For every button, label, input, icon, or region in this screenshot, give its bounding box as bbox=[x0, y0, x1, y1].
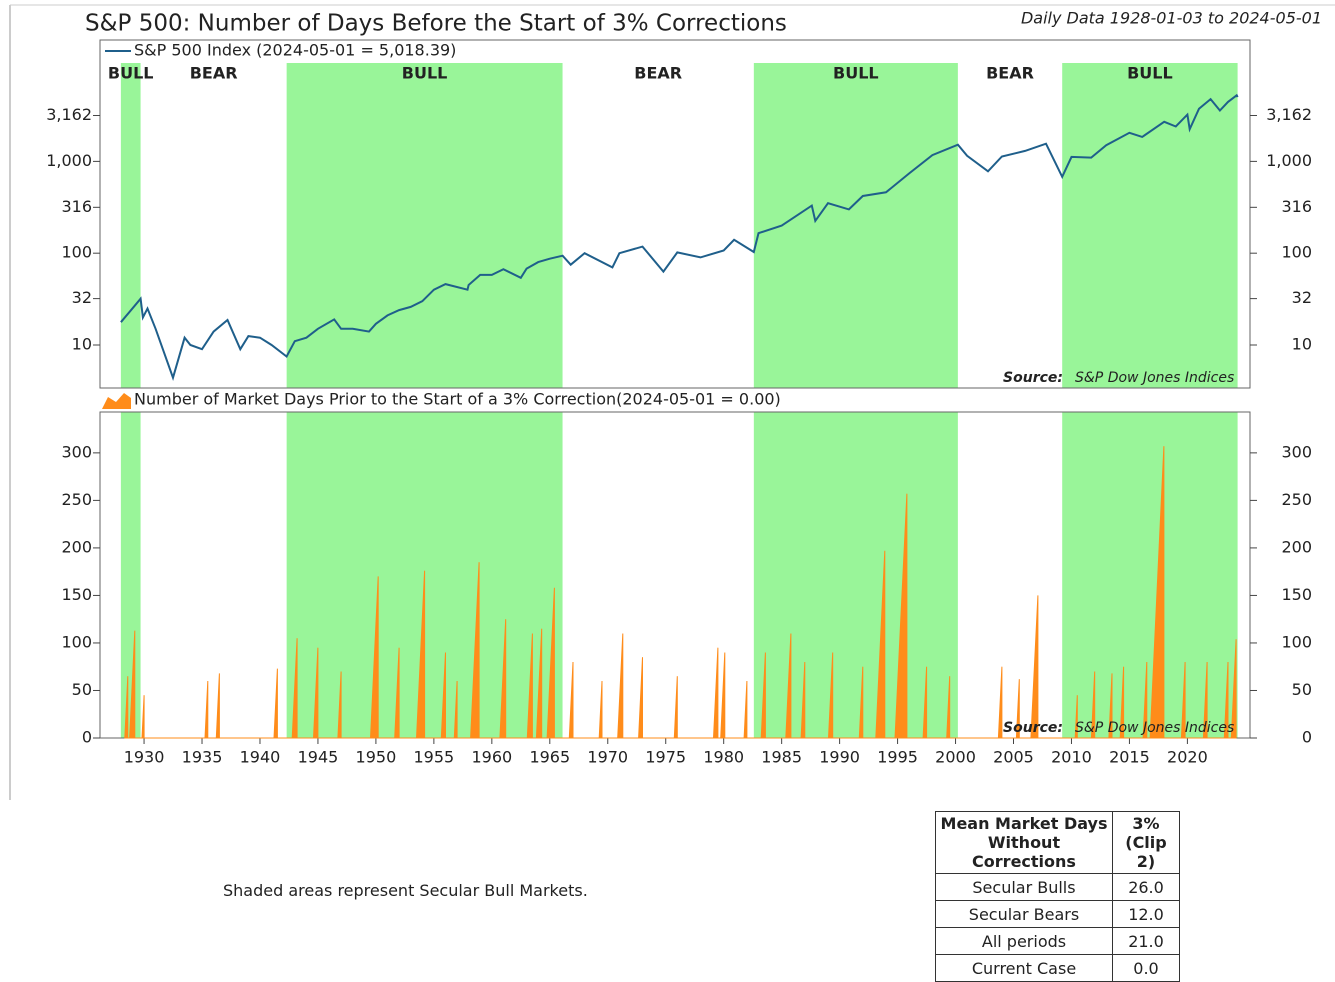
y-tick-label: 200 bbox=[61, 537, 92, 556]
regime-label: BULL bbox=[402, 64, 448, 83]
table-row: Secular Bulls 26.0 bbox=[935, 873, 1180, 901]
table-cell: All periods bbox=[935, 927, 1113, 955]
table-row: All periods 21.0 bbox=[935, 927, 1180, 955]
legend-swatch bbox=[102, 393, 131, 409]
y-tick-label: 1,000 bbox=[1266, 151, 1312, 170]
y-tick-label: 3,162 bbox=[1266, 105, 1312, 124]
y-tick-label: 100 bbox=[1281, 632, 1312, 651]
y-tick-label: 10 bbox=[72, 334, 92, 353]
x-tick-label: 1970 bbox=[587, 748, 628, 767]
y-tick-label: 0 bbox=[82, 728, 92, 747]
x-tick-label: 1935 bbox=[182, 748, 223, 767]
source: S&P Dow Jones Indices bbox=[1075, 370, 1234, 386]
bull-region bbox=[1062, 63, 1238, 388]
bull-region bbox=[120, 63, 141, 388]
table-header: Mean Market Days Without Corrections 3% … bbox=[935, 811, 1180, 874]
y-tick-label: 10 bbox=[1292, 334, 1312, 353]
y-tick-label: 1,000 bbox=[46, 151, 92, 170]
bull-region bbox=[753, 63, 958, 388]
table-cell: Secular Bears bbox=[935, 900, 1113, 928]
x-tick-label: 1930 bbox=[124, 748, 165, 767]
x-tick-label: 1940 bbox=[240, 748, 281, 767]
regime-label: BULL bbox=[108, 64, 154, 83]
x-tick-label: 1945 bbox=[298, 748, 339, 767]
x-tick-label: 1995 bbox=[877, 748, 918, 767]
x-tick-label: 1950 bbox=[356, 748, 397, 767]
chart: S&P 500: Number of Days Before the Start… bbox=[9, 4, 1335, 800]
regime-label: BEAR bbox=[190, 64, 238, 83]
x-tick-label: 1980 bbox=[703, 748, 744, 767]
plot-frame bbox=[99, 39, 1251, 389]
source: S&P Dow Jones Indices bbox=[1075, 720, 1234, 736]
x-tick-label: 2020 bbox=[1167, 748, 1208, 767]
bull-region bbox=[1062, 412, 1238, 738]
x-tick-label: 1955 bbox=[414, 748, 455, 767]
table-cell: Secular Bulls bbox=[935, 873, 1113, 901]
bull-region bbox=[120, 412, 141, 738]
x-tick-label: 1960 bbox=[471, 748, 512, 767]
y-tick-label: 150 bbox=[1281, 585, 1312, 604]
y-tick-label: 50 bbox=[72, 680, 92, 699]
y-tick-label: 32 bbox=[72, 288, 92, 307]
table-cell: 26.0 bbox=[1112, 873, 1180, 901]
y-tick-label: 150 bbox=[61, 585, 92, 604]
days-area bbox=[124, 446, 1237, 739]
legend-label: Number of Market Days Prior to the Start… bbox=[134, 390, 781, 409]
x-tick-label: 1975 bbox=[645, 748, 686, 767]
table-cell: 12.0 bbox=[1112, 900, 1180, 928]
table-cell: 21.0 bbox=[1112, 927, 1180, 955]
y-tick-label: 3,162 bbox=[46, 105, 92, 124]
table-row: Secular Bears 12.0 bbox=[935, 900, 1180, 928]
y-tick-label: 100 bbox=[61, 632, 92, 651]
y-tick-label: 50 bbox=[1292, 680, 1312, 699]
x-tick-label: 1985 bbox=[761, 748, 802, 767]
y-tick-label: 316 bbox=[1281, 197, 1312, 216]
header-cell: 3% (Clip 2) bbox=[1112, 811, 1180, 874]
regime-label: BEAR bbox=[634, 64, 682, 83]
table-row: Current Case 0.0 bbox=[935, 954, 1180, 982]
regime-label: BULL bbox=[833, 64, 879, 83]
x-tick-label: 1990 bbox=[819, 748, 860, 767]
x-tick-label: 1965 bbox=[529, 748, 570, 767]
y-tick-label: 32 bbox=[1292, 288, 1312, 307]
y-tick-label: 250 bbox=[61, 490, 92, 509]
x-tick-label: 2000 bbox=[935, 748, 976, 767]
index-line bbox=[120, 93, 1239, 381]
x-tick-label: 2005 bbox=[993, 748, 1034, 767]
header-cell: Mean Market Days Without Corrections bbox=[935, 811, 1113, 874]
y-tick-label: 0 bbox=[1302, 728, 1312, 747]
summary-table: Mean Market Days Without Corrections 3% … bbox=[935, 811, 1180, 982]
y-tick-label: 300 bbox=[1281, 442, 1312, 461]
source-label: Source: bbox=[1003, 720, 1063, 736]
chart-title: S&P 500: Number of Days Before the Start… bbox=[85, 11, 787, 37]
note: Shaded areas represent Secular Bull Mark… bbox=[223, 881, 588, 900]
y-tick-label: 100 bbox=[61, 243, 92, 262]
chart-subtitle: Daily Data 1928-01-03 to 2024-05-01 bbox=[1021, 9, 1322, 28]
y-tick-label: 300 bbox=[61, 442, 92, 461]
table-cell: Current Case bbox=[935, 954, 1113, 982]
source-label: Source: bbox=[1003, 370, 1063, 386]
y-tick-label: 316 bbox=[61, 197, 92, 216]
bull-region bbox=[286, 63, 563, 388]
y-tick-label: 250 bbox=[1281, 490, 1312, 509]
y-tick-label: 100 bbox=[1281, 243, 1312, 262]
x-tick-label: 2010 bbox=[1051, 748, 1092, 767]
regime-label: BEAR bbox=[986, 64, 1034, 83]
table-cell: 0.0 bbox=[1112, 954, 1180, 982]
x-tick-label: 2015 bbox=[1109, 748, 1150, 767]
y-tick-label: 200 bbox=[1281, 537, 1312, 556]
legend-label: S&P 500 Index (2024-05-01 = 5,018.39) bbox=[134, 41, 456, 60]
bull-region bbox=[753, 412, 958, 738]
regime-label: BULL bbox=[1127, 64, 1173, 83]
